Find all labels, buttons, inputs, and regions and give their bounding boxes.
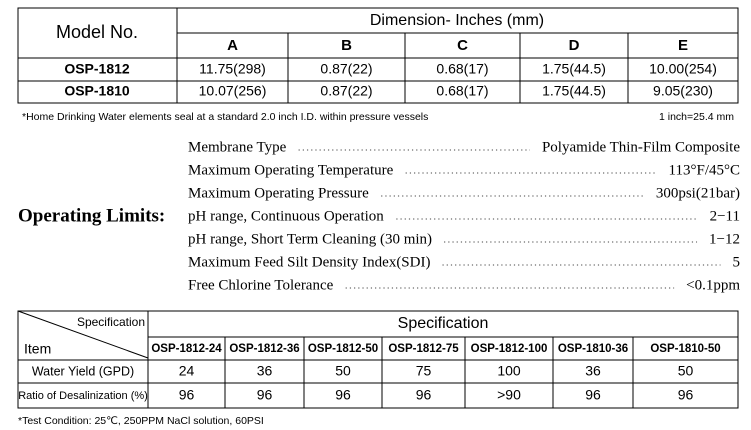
cell: 50: [335, 363, 351, 379]
header-cell: Dimension- Inches (mm): [370, 12, 544, 29]
section-title: Operating Limits:: [18, 205, 165, 226]
cell: 36: [585, 363, 601, 379]
cell: >90: [497, 387, 521, 403]
cell: 10.07(256): [199, 83, 267, 99]
column-header: D: [569, 37, 580, 54]
cell: 75: [416, 363, 432, 379]
limit-value: 2−11: [710, 208, 740, 224]
limit-label: Free Chlorine Tolerance: [188, 277, 334, 293]
header-cell: Model No.: [56, 22, 138, 42]
cell: 96: [335, 387, 351, 403]
cell: 9.05(230): [653, 83, 713, 99]
diagonal: [17, 310, 149, 359]
cell: 50: [678, 363, 694, 379]
column-header: OSP-1812-100: [471, 343, 548, 355]
cell: 96: [678, 387, 694, 403]
cell: 96: [585, 387, 601, 403]
limit-value: 300psi(21bar): [656, 185, 740, 201]
limit-label: pH range, Continuous Operation: [188, 208, 384, 224]
column-header: C: [457, 37, 468, 54]
cell: 11.75(298): [199, 61, 266, 77]
column-header: OSP-1812-75: [388, 343, 459, 355]
column-header: B: [341, 37, 352, 54]
cell: 0.68(17): [436, 83, 488, 99]
cell: 0.68(17): [436, 61, 488, 77]
column-header: OSP-1810-36: [558, 343, 628, 355]
cell: 100: [497, 363, 521, 379]
column-header: OSP-1812-36: [229, 343, 299, 355]
limit-label: Maximum Feed Silt Density Index(SDI): [188, 254, 430, 270]
column-header: E: [678, 37, 688, 54]
corner-label: Specification: [77, 315, 145, 329]
column-header: OSP-1812-24: [151, 343, 222, 355]
cell: 24: [179, 363, 195, 379]
cell: 1.75(44.5): [542, 83, 606, 99]
column-header: OSP-1810-50: [650, 343, 720, 355]
cell: 96: [179, 387, 195, 403]
limit-label: Maximum Operating Temperature: [188, 162, 394, 178]
footnote: *Home Drinking Water elements seal at a …: [22, 111, 428, 123]
cell: 0.87(22): [320, 61, 372, 77]
row-header: Water Yield (GPD): [32, 364, 134, 378]
dimension-table-frame: [17, 7, 739, 104]
cell: 1.75(44.5): [542, 61, 606, 77]
footnote: 1 inch=25.4 mm: [659, 111, 734, 123]
header-cell: Specification: [398, 315, 489, 332]
footnote: *Test Condition: 25℃, 250PPM NaCl soluti…: [18, 415, 264, 427]
cell: 10.00(254): [649, 61, 717, 77]
cell: 96: [257, 387, 273, 403]
limit-value: <0.1ppm: [686, 277, 740, 293]
row-header: OSP-1812: [64, 61, 130, 77]
cell: 0.87(22): [320, 83, 372, 99]
limit-label: Membrane Type: [188, 139, 287, 155]
limit-value: 5: [733, 254, 741, 270]
limit-label: Maximum Operating Pressure: [188, 185, 369, 201]
limit-value: 113°F/45°C: [669, 162, 740, 178]
limit-value: Polyamide Thin-Film Composite: [542, 139, 740, 155]
corner-label: Item: [24, 341, 51, 357]
row-header: Ratio of Desalinization (%): [18, 390, 148, 402]
cell: 96: [416, 387, 432, 403]
limit-value: 1−12: [709, 231, 740, 247]
column-header: OSP-1812-50: [308, 343, 378, 355]
cell: 36: [257, 363, 273, 379]
generated: A B C D E OSP-1812 11.75(298) 0.87(22) 0.68(17) 1…: [18, 33, 740, 408]
column-header: A: [227, 37, 238, 54]
row-header: OSP-1810: [64, 83, 130, 99]
limit-label: pH range, Short Term Cleaning (30 min): [188, 231, 432, 247]
